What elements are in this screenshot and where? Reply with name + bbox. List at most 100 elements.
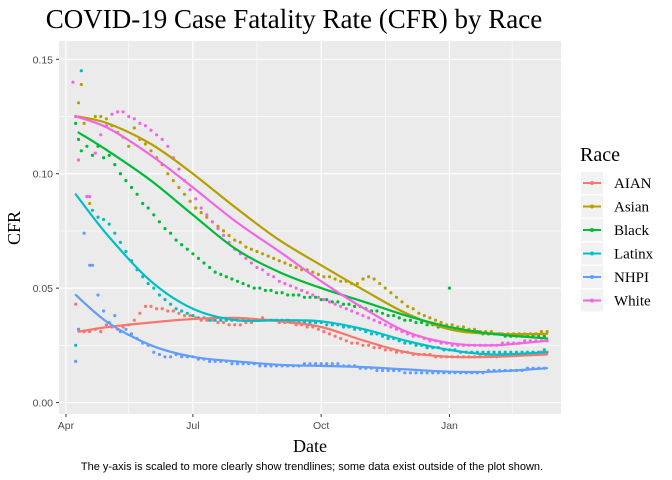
data-point-black (74, 121, 78, 125)
data-point-white (166, 144, 170, 148)
data-point-white (110, 112, 114, 116)
data-point-aian (155, 307, 159, 311)
data-point-black (129, 185, 134, 190)
data-point-latinx (90, 208, 95, 212)
data-point-latinx (163, 298, 167, 302)
data-point-white (288, 284, 293, 288)
data-point-asian (261, 252, 265, 256)
data-point-latinx (141, 275, 145, 279)
data-point-white (210, 220, 214, 224)
data-point-asian (166, 172, 170, 176)
trend-line-asian (77, 115, 549, 336)
data-point-black (90, 153, 95, 157)
data-point-latinx (79, 69, 83, 73)
legend-label: AIAN (614, 176, 652, 192)
data-point-asian (76, 101, 81, 105)
data-point-nhpi (403, 371, 407, 375)
data-point-aian (149, 304, 153, 308)
data-point-aian (238, 323, 242, 327)
data-point-black (219, 272, 223, 276)
data-point-latinx (74, 343, 78, 347)
data-point-latinx (509, 350, 513, 354)
data-point-nhpi (113, 314, 117, 318)
data-point-asian (182, 192, 187, 196)
data-point-black (392, 314, 396, 318)
data-point-asian (221, 229, 226, 233)
data-point-black (347, 302, 351, 306)
data-point-asian (545, 330, 549, 334)
y-tick-label: 0.00 (33, 398, 54, 410)
data-point-asian (171, 179, 175, 183)
data-point-white (188, 188, 192, 192)
data-point-aian (350, 341, 354, 345)
data-point-white (339, 304, 343, 308)
data-point-black (274, 291, 279, 295)
data-point-black (336, 300, 340, 304)
data-point-black (196, 256, 200, 260)
data-point-black (79, 149, 83, 153)
data-point-white (199, 206, 203, 210)
data-point-white (76, 158, 81, 162)
data-point-asian (244, 245, 248, 249)
data-point-latinx (341, 325, 346, 329)
chart-caption: The y-axis is scaled to more clearly sho… (81, 461, 543, 473)
data-point-asian (316, 272, 320, 276)
data-point-white (327, 300, 332, 304)
data-point-asian (433, 318, 438, 322)
data-point-asian (99, 114, 103, 119)
data-point-asian (327, 275, 332, 279)
data-point-black (403, 318, 407, 322)
data-point-black (375, 309, 379, 313)
data-point-asian (188, 199, 192, 203)
legend-key-point (590, 251, 594, 256)
data-point-black (447, 286, 451, 290)
data-point-asian (461, 325, 465, 329)
data-point-nhpi (263, 364, 267, 368)
data-point-white (322, 298, 326, 302)
data-point-latinx (219, 318, 223, 322)
legend-item-nhpi: NHPI (581, 266, 649, 288)
data-point-asian (311, 270, 315, 274)
data-point-white (261, 268, 265, 272)
data-point-latinx (157, 293, 161, 297)
trend-line-white (74, 115, 549, 347)
data-point-asian (132, 126, 136, 130)
data-point-black (280, 291, 284, 295)
data-point-asian (233, 238, 237, 242)
data-point-black (202, 261, 206, 265)
data-point-latinx (308, 320, 312, 325)
data-point-black (76, 137, 81, 141)
data-point-nhpi (308, 362, 312, 366)
y-axis-ticks: 0.00 0.05 0.10 0.15 (33, 54, 59, 410)
data-point-nhpi (336, 362, 340, 366)
data-point-nhpi (235, 362, 240, 366)
data-point-asian (194, 206, 198, 210)
data-point-asian (143, 142, 148, 146)
data-point-aian (333, 334, 337, 338)
data-point-black (241, 282, 245, 286)
data-point-white (344, 307, 348, 311)
legend-label: Asian (614, 200, 649, 216)
data-point-black (224, 275, 228, 279)
data-point-black (425, 323, 429, 327)
data-point-latinx (146, 282, 150, 286)
data-point-white (294, 286, 298, 290)
legend-key-point (590, 204, 594, 209)
data-point-white (205, 213, 209, 217)
data-point-nhpi (90, 263, 95, 267)
legend-item-aian: AIAN (581, 172, 652, 194)
legend: Race AIAN Asian Black Latinx NHPI White (580, 144, 654, 312)
chart-title: COVID-19 Case Fatality Rate (CFR) by Rac… (46, 4, 542, 34)
data-point-white (249, 261, 253, 265)
data-point-asian (367, 275, 371, 279)
data-point-latinx (113, 231, 117, 235)
data-point-black (235, 279, 240, 283)
data-point-nhpi (414, 371, 418, 375)
data-point-asian (79, 82, 83, 87)
data-point-black (319, 298, 323, 302)
data-point-asian (394, 295, 399, 299)
data-point-nhpi (163, 355, 167, 359)
data-point-black (258, 286, 262, 290)
data-point-asian (428, 316, 432, 320)
data-point-black (163, 227, 167, 231)
